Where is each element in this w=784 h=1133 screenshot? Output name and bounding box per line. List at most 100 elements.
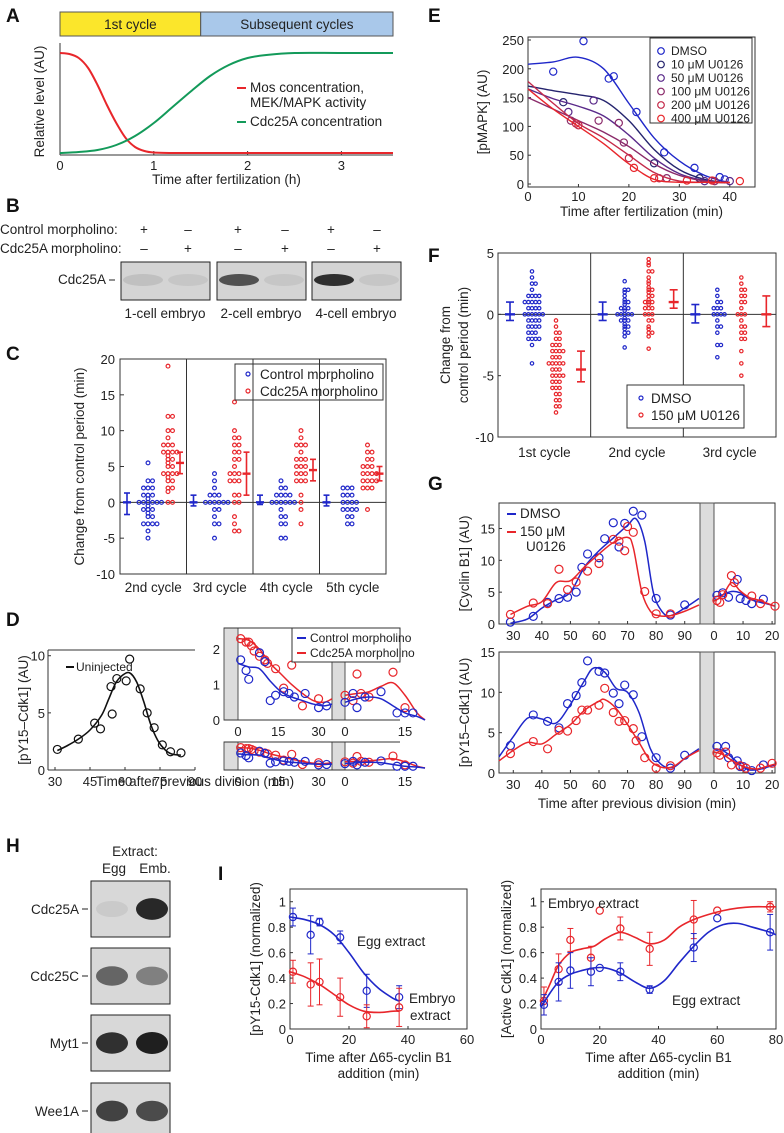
data-point [646,305,651,311]
data-point [236,442,242,448]
data-point [625,330,631,336]
band [96,1032,128,1054]
annotation: Egg extract [357,934,426,949]
data-point [550,367,555,372]
data-point [298,428,304,434]
x-tick-label: 20 [593,1032,607,1047]
data-point [533,336,538,342]
row-label: Myt1 [50,1036,79,1051]
band [168,274,208,286]
y-tick-label: 5 [487,246,494,261]
data-point [271,690,281,700]
data-point [550,373,555,378]
data-point [646,293,651,299]
data-point [165,428,171,434]
x-tick-label: 50 [563,777,577,792]
data-point [236,478,242,484]
data-point [52,744,62,755]
data-point [528,611,538,621]
data-point [722,312,727,317]
data-point [560,361,566,366]
data-point [529,293,535,299]
data-point [112,673,122,684]
data-point [712,748,722,758]
data-point [645,985,654,994]
data-point [265,695,275,706]
data-point [739,324,744,329]
data-point [553,354,559,360]
legend-box [626,384,745,429]
data-point [288,967,298,976]
data-point [600,668,610,678]
annotation: extract [410,1008,451,1023]
y-tick-label: 15 [101,388,115,403]
data-point [254,648,265,658]
data-point [571,715,581,726]
data-point [582,705,593,715]
data-point [533,299,538,305]
data-point [388,751,398,761]
data-point [646,256,651,262]
x-tick-label: 10 [736,777,750,792]
data-point [244,674,254,684]
data-point [614,716,624,726]
data-point [628,527,638,537]
x-tick-label: 90 [677,628,691,643]
data-point [550,385,555,391]
data-point [216,507,222,513]
data-point [715,293,720,299]
data-point [651,753,661,763]
extract-header: Extract: [112,844,158,859]
x-tick-label: 0 [234,724,241,739]
plot-frame [289,888,468,1030]
data-point [562,726,573,736]
data-point [142,708,152,718]
data-point [651,763,661,773]
division-gap [699,502,715,625]
legend-label: 200 μM U0126 [671,98,750,112]
data-point [165,747,176,757]
fit-curve [540,905,776,1004]
category-label: 3rd cycle [703,445,757,460]
data-point [232,499,238,505]
data-point [303,456,309,462]
data-point [335,933,345,942]
y-tick-label: 15 [481,645,495,660]
data-point [640,586,650,597]
data-point [614,536,624,546]
data-point [557,354,562,360]
row-label: Cdc25A [31,902,79,917]
data-point [560,348,566,354]
y-tick-label: 1 [279,895,286,910]
blot-caption: 2-cell embryo [220,306,301,321]
data-point [609,72,618,81]
data-point [553,330,559,336]
data-point [529,324,535,329]
data-point [540,312,546,317]
cycle-bar-1 [200,11,394,37]
data-point [739,305,744,311]
data-point [335,992,345,1002]
sign-control: – [373,222,381,237]
data-point [107,709,117,719]
data-point [354,499,360,505]
data-point [579,36,588,46]
x-axis-label: Time after Δ65-cyclin B1 [585,1050,732,1065]
column-label-egg: Egg [102,861,126,876]
data-point [718,305,724,311]
data-point [294,456,300,462]
data-point [713,914,722,923]
x-tick-label: 60 [592,628,606,643]
data-point [161,442,167,448]
data-point [287,499,293,505]
fit-curve [498,666,700,769]
data-point [536,305,542,311]
data-point [150,492,156,498]
data-point [287,492,293,498]
data-point [150,485,156,491]
data-point [278,478,284,484]
y-tick-label: 0.2 [268,997,286,1012]
data-point [526,293,531,299]
data-point [690,163,699,173]
data-point [278,492,284,498]
